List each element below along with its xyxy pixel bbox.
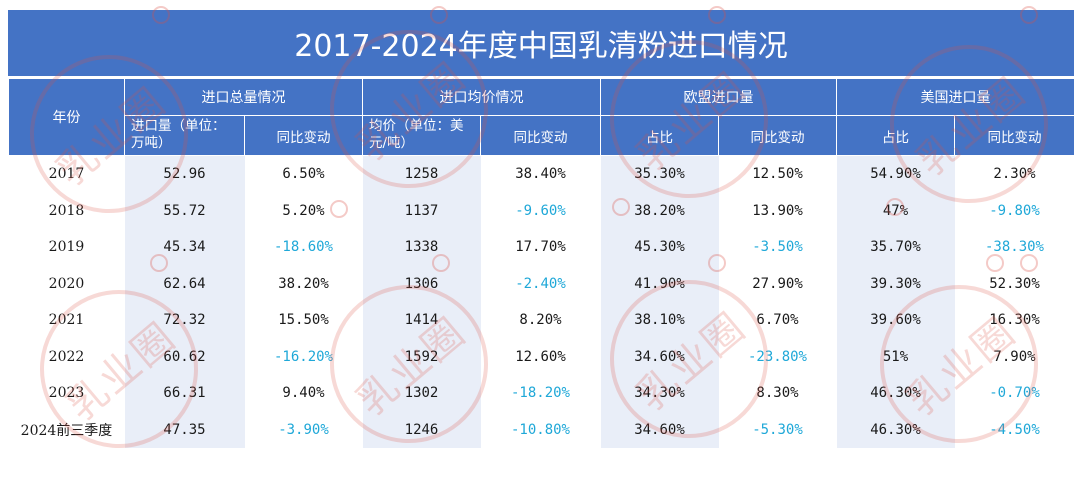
cell-price-yoy: 12.60% (515, 348, 566, 365)
header-group-us: 美国进口量 (836, 78, 1075, 116)
table-row: 2020 62.64 38.20% 1306 -2.40% 41.90% 27.90% 39.… (8, 265, 1075, 302)
cell-eu-share: 35.30% (600, 155, 719, 193)
header-eu-yoy: 同比变动 (718, 115, 837, 156)
cell-vol-yoy: 5.20% (282, 202, 325, 219)
cell-eu-yoy: -23.80% (747, 348, 807, 365)
cell-price: 1338 (362, 229, 481, 266)
cell-eu-share: 38.20% (600, 192, 719, 229)
cell-vol-yoy: -18.60% (273, 239, 333, 256)
table-title: 2017-2024年度中国乳清粉进口情况 (8, 10, 1074, 76)
cell-year: 2018 (8, 192, 125, 229)
header-price-yoy: 同比变动 (480, 115, 601, 156)
cell-price: 1246 (362, 411, 481, 448)
cell-eu-yoy: 8.30% (756, 385, 799, 402)
cell-eu-share: 45.30% (600, 229, 719, 266)
cell-eu-yoy: -5.30% (752, 421, 803, 438)
header-us-share: 占比 (836, 115, 955, 156)
table-row: 2021 72.32 15.50% 1414 8.20% 38.10% 6.70% 39.60… (8, 302, 1075, 339)
cell-vol: 45.34 (124, 229, 245, 266)
cell-year: 2017 (8, 155, 125, 193)
table-row: 2024前三季度 47.35 -3.90% 1246 -10.80% 34.60% -5.3… (8, 411, 1075, 448)
import-table: 年份 进口总量情况 进口均价情况 欧盟进口量 美国进口量 进口量（单位：万吨） … (8, 78, 1075, 448)
cell-us-share: 54.90% (836, 155, 955, 193)
table-row: 2019 45.34 -18.60% 1338 17.70% 45.30% -3.50% 35… (8, 229, 1075, 266)
cell-vol: 55.72 (124, 192, 245, 229)
cell-us-yoy: -38.30% (984, 239, 1044, 256)
cell-us-yoy: 52.30% (989, 275, 1040, 292)
cell-us-share: 39.30% (836, 265, 955, 302)
header-volume-yoy: 同比变动 (244, 115, 363, 156)
cell-us-yoy: -9.80% (989, 202, 1040, 219)
cell-price-yoy: 17.70% (515, 239, 566, 256)
cell-eu-yoy: 13.90% (752, 202, 803, 219)
cell-us-share: 51% (836, 338, 955, 375)
cell-year: 2024前三季度 (8, 411, 125, 448)
cell-year: 2021 (8, 302, 125, 339)
cell-price: 1414 (362, 302, 481, 339)
cell-eu-yoy: 12.50% (752, 166, 803, 183)
cell-price: 1258 (362, 155, 481, 193)
cell-us-yoy: 7.90% (993, 348, 1036, 365)
header-volume: 进口量（单位：万吨） (124, 115, 245, 156)
cell-price: 1137 (362, 192, 481, 229)
table-row: 2022 60.62 -16.20% 1592 12.60% 34.60% -23.80% 5… (8, 338, 1075, 375)
table-row: 2023 66.31 9.40% 1302 -18.20% 34.30% 8.30% 46.3… (8, 375, 1075, 412)
header-year: 年份 (8, 78, 125, 156)
header-group-eu: 欧盟进口量 (600, 78, 837, 116)
cell-vol-yoy: -3.90% (278, 421, 329, 438)
cell-price-yoy: -2.40% (515, 275, 566, 292)
cell-eu-share: 34.60% (600, 411, 719, 448)
cell-vol: 66.31 (124, 375, 245, 412)
cell-us-share: 39.60% (836, 302, 955, 339)
cell-price: 1592 (362, 338, 481, 375)
cell-vol-yoy: -16.20% (273, 348, 333, 365)
cell-eu-share: 38.10% (600, 302, 719, 339)
cell-us-yoy: 2.30% (993, 166, 1036, 183)
cell-eu-share: 34.30% (600, 375, 719, 412)
header-price: 均价（单位：美元/吨） (362, 115, 481, 156)
cell-eu-yoy: -3.50% (752, 239, 803, 256)
cell-vol: 47.35 (124, 411, 245, 448)
cell-eu-yoy: 27.90% (752, 275, 803, 292)
table-row: 2017 52.96 6.50% 1258 38.40% 35.30% 12.50% 54.9… (8, 155, 1075, 193)
cell-price-yoy: -10.80% (510, 421, 570, 438)
cell-us-yoy: -4.50% (989, 421, 1040, 438)
cell-year: 2020 (8, 265, 125, 302)
cell-price-yoy: 38.40% (515, 166, 566, 183)
cell-eu-share: 34.60% (600, 338, 719, 375)
cell-us-share: 46.30% (836, 411, 955, 448)
cell-vol: 72.32 (124, 302, 245, 339)
cell-price: 1302 (362, 375, 481, 412)
cell-vol-yoy: 15.50% (278, 312, 329, 329)
cell-vol: 52.96 (124, 155, 245, 193)
cell-us-share: 46.30% (836, 375, 955, 412)
header-group-price: 进口均价情况 (362, 78, 601, 116)
cell-eu-share: 41.90% (600, 265, 719, 302)
cell-year: 2023 (8, 375, 125, 412)
cell-vol-yoy: 9.40% (282, 385, 325, 402)
cell-us-share: 35.70% (836, 229, 955, 266)
header-eu-share: 占比 (600, 115, 719, 156)
header-group-total: 进口总量情况 (124, 78, 363, 116)
cell-vol-yoy: 38.20% (278, 275, 329, 292)
cell-us-share: 47% (836, 192, 955, 229)
cell-year: 2019 (8, 229, 125, 266)
header-us-yoy: 同比变动 (954, 115, 1075, 156)
table-row: 2018 55.72 5.20% 1137 -9.60% 38.20% 13.90% 47% -… (8, 192, 1075, 229)
cell-price-yoy: -18.20% (510, 385, 570, 402)
cell-year: 2022 (8, 338, 125, 375)
table-body: 2017 52.96 6.50% 1258 38.40% 35.30% 12.50% 54.9… (8, 155, 1075, 448)
cell-eu-yoy: 6.70% (756, 312, 799, 329)
cell-price: 1306 (362, 265, 481, 302)
cell-us-yoy: 16.30% (989, 312, 1040, 329)
cell-vol-yoy: 6.50% (282, 166, 325, 183)
cell-vol: 62.64 (124, 265, 245, 302)
cell-price-yoy: -9.60% (515, 202, 566, 219)
cell-vol: 60.62 (124, 338, 245, 375)
cell-us-yoy: -0.70% (989, 385, 1040, 402)
cell-price-yoy: 8.20% (519, 312, 562, 329)
